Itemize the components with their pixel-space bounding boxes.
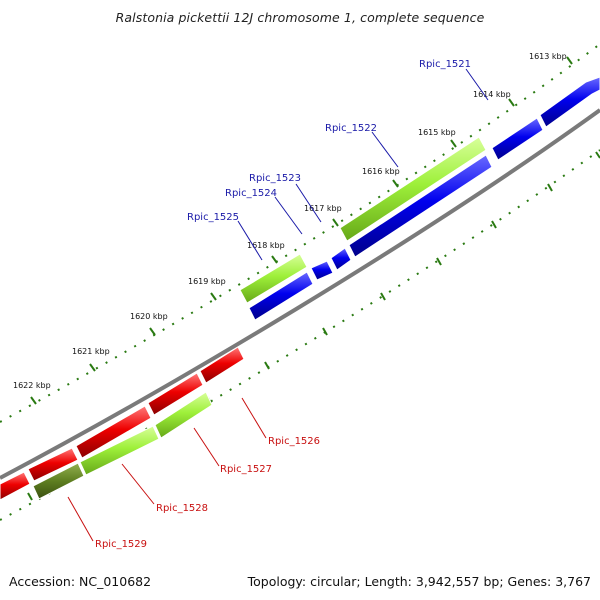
forward-strand-genes <box>248 76 600 321</box>
gene-label-rpic-1529[interactable]: Rpic_1529 <box>95 539 147 550</box>
gene-rpic-1526[interactable] <box>199 346 245 384</box>
gene-rpic-1528[interactable] <box>75 405 152 459</box>
scale-label: 1621 kbp <box>72 347 110 356</box>
gene-rpic-1521[interactable] <box>539 76 600 128</box>
reverse-strand-genes <box>0 346 245 501</box>
scale-label: 1614 kbp <box>473 90 511 99</box>
scale-label: 1619 kbp <box>188 277 226 286</box>
gene-label-rpic-1525[interactable]: Rpic_1525 <box>187 212 239 223</box>
rna-feature-c[interactable] <box>154 391 213 439</box>
gene-rpic-1529-a[interactable] <box>27 447 79 482</box>
gene-rpic-1525[interactable] <box>310 260 334 281</box>
map-title: Ralstonia pickettii 12J chromosome 1, co… <box>115 10 485 25</box>
accession-text: Accession: NC_010682 <box>9 574 152 589</box>
gene-label-rpic-1521[interactable]: Rpic_1521 <box>419 59 471 70</box>
rna-genes-upper <box>239 136 487 304</box>
inner-tick-ring <box>0 149 600 521</box>
outer-major-ticks <box>30 56 573 405</box>
scale-label: 1616 kbp <box>362 167 400 176</box>
topology-summary: Topology: circular; Length: 3,942,557 bp… <box>247 574 591 589</box>
chromosome-backbone <box>0 108 600 480</box>
rna-feature-d[interactable] <box>79 425 160 476</box>
gene-label-rpic-1528[interactable]: Rpic_1528 <box>156 503 208 514</box>
rna-feature-dark[interactable] <box>32 462 85 500</box>
scale-label: 1613 kbp <box>529 52 567 61</box>
gene-label-rpic-1527[interactable]: Rpic_1527 <box>220 464 272 475</box>
gene-rpic-1529-b[interactable] <box>0 471 31 501</box>
scale-label: 1622 kbp <box>13 381 51 390</box>
gene-label-rpic-1522[interactable]: Rpic_1522 <box>325 123 377 134</box>
scale-label: 1620 kbp <box>130 312 168 321</box>
gene-rpic-1524[interactable] <box>330 247 352 271</box>
gene-label-rpic-1523[interactable]: Rpic_1523 <box>249 173 301 184</box>
gene-rpic-1525-body[interactable] <box>248 271 314 321</box>
outer-tick-ring <box>0 43 600 423</box>
reverse-gene-labels <box>67 397 267 542</box>
forward-gene-labels <box>237 68 489 261</box>
scale-labels: 1613 kbp 1614 kbp 1615 kbp 1616 kbp 1617… <box>13 52 567 390</box>
rna-feature-a[interactable] <box>339 136 487 242</box>
gene-rpic-1522[interactable] <box>491 117 544 161</box>
gene-label-rpic-1524[interactable]: Rpic_1524 <box>225 188 277 199</box>
rna-genes-lower <box>32 391 213 500</box>
gene-rpic-1527[interactable] <box>147 372 204 416</box>
gene-label-rpic-1526[interactable]: Rpic_1526 <box>268 436 320 447</box>
scale-label: 1615 kbp <box>418 128 456 137</box>
rna-feature-b[interactable] <box>239 253 308 304</box>
gene-rpic-1523[interactable] <box>348 154 493 258</box>
scale-label: 1617 kbp <box>304 204 342 213</box>
scale-label: 1618 kbp <box>247 241 285 250</box>
